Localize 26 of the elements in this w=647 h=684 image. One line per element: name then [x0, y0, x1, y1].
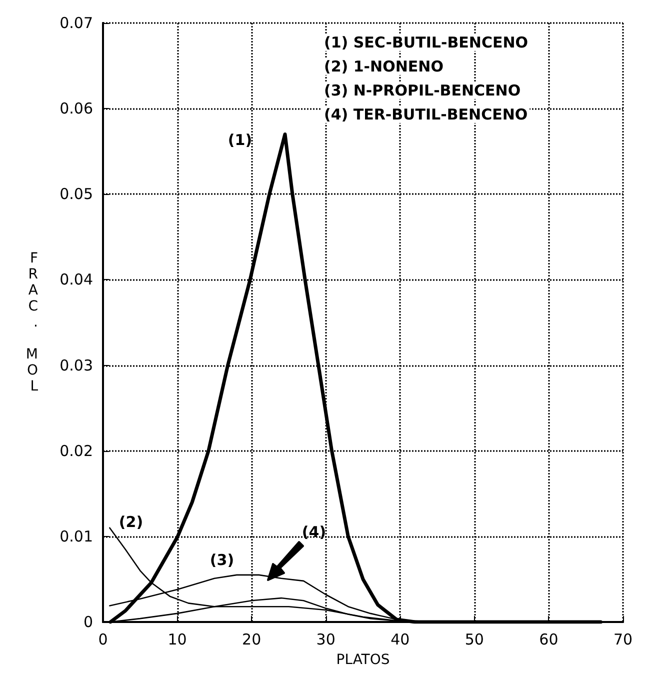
annotation: (2) 1-NONENO: [324, 58, 444, 76]
x-tick-label: 50: [464, 630, 484, 648]
annotation: (3) N-PROPIL-BENCENO: [324, 82, 521, 100]
y-tick-label: 0.06: [60, 100, 93, 118]
annotation: (1) SEC-BUTIL-BENCENO: [324, 34, 528, 52]
x-tick-label: 40: [390, 630, 410, 648]
annotation: (2): [118, 513, 144, 531]
x-tick-label: 70: [613, 630, 633, 648]
y-tick-label: 0.02: [60, 442, 93, 460]
annotation: (4) TER-BUTIL-BENCENO: [324, 106, 528, 124]
x-tick-label: 0: [98, 630, 108, 648]
y-axis-title: FRAC. MOL: [26, 250, 38, 394]
x-tick-label: 60: [539, 630, 558, 648]
y-tick-label: 0.05: [60, 185, 93, 204]
x-tick-label: 10: [168, 630, 187, 648]
x-tick-label: 20: [242, 630, 262, 648]
y-tick-label: 0.03: [60, 356, 93, 374]
annotation: (1): [228, 131, 252, 149]
x-axis-title: PLATOS: [336, 652, 390, 668]
x-tick-label: 30: [316, 630, 336, 648]
y-tick-label: 0: [83, 613, 93, 631]
annotation: (4): [302, 523, 326, 541]
y-tick-label: 0.07: [60, 14, 93, 32]
y-tick-label: 0.04: [60, 270, 93, 289]
y-tick-label: 0.01: [60, 527, 93, 546]
annotation: (3): [210, 551, 234, 569]
